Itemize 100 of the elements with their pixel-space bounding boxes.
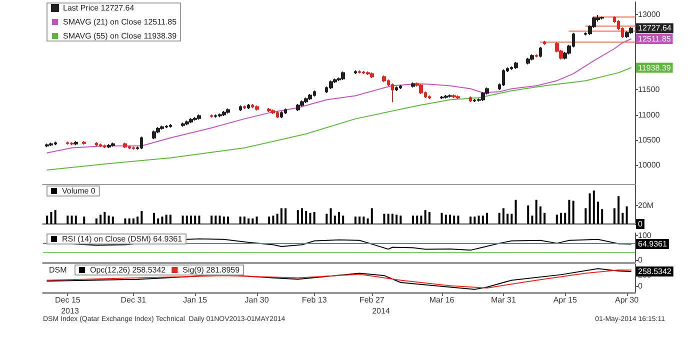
bar: [74, 216, 77, 224]
text: 12727.64: [638, 24, 672, 33]
bar: [592, 190, 595, 224]
candlestick: [411, 82, 415, 88]
candlestick: [543, 40, 546, 46]
candlestick: [481, 91, 485, 102]
data-label: 64.9361: [638, 240, 668, 249]
x-tick-label: Jan 15: [183, 296, 208, 304]
bar: [100, 214, 102, 224]
bar: [210, 216, 213, 224]
bar: [124, 218, 126, 224]
bar: [330, 208, 332, 224]
candlestick: [428, 95, 431, 100]
bar: [284, 208, 287, 224]
bar: [400, 216, 402, 224]
x-tick-label: Feb 13: [302, 296, 328, 304]
bar: [387, 214, 390, 224]
x-tick-label: Dec 31: [120, 296, 147, 304]
bar: [132, 218, 134, 224]
candlestick: [448, 94, 452, 98]
bar: [391, 214, 394, 224]
bar: [112, 216, 114, 224]
candlestick: [189, 118, 193, 124]
bar: [50, 212, 52, 224]
x-tick-label: Dec 15: [54, 296, 81, 304]
bar: [383, 214, 386, 224]
candlestick: [300, 100, 304, 108]
candlestick: [111, 142, 115, 148]
candlestick: [284, 108, 287, 115]
bar: [305, 211, 308, 224]
bar: [227, 216, 229, 224]
bar: [502, 208, 504, 224]
y-tick-label: 10500: [638, 135, 661, 144]
candlestick: [444, 94, 448, 100]
y-tick-label: 13000: [638, 10, 661, 20]
x-tick-label: Feb 27: [359, 296, 385, 304]
bar: [70, 216, 73, 224]
text: 2014: [372, 306, 390, 316]
bar: [440, 212, 443, 224]
candlestick: [243, 105, 246, 110]
bar: [342, 216, 344, 224]
bar: [535, 200, 538, 224]
candlestick: [45, 143, 49, 148]
bar: [140, 211, 143, 224]
y-tick-label: 0: [638, 282, 643, 291]
bar: [544, 212, 546, 224]
bar: [531, 216, 534, 224]
candlestick: [222, 110, 226, 117]
bar: [424, 210, 426, 224]
candlestick: [95, 142, 98, 147]
bar: [560, 212, 562, 224]
candlestick: [366, 70, 370, 76]
candlestick: [625, 30, 629, 38]
candlestick: [539, 46, 542, 58]
candlestick: [181, 122, 185, 128]
bar: [556, 214, 558, 224]
bar: [457, 216, 460, 224]
candlestick: [600, 16, 604, 20]
bar: [613, 208, 616, 224]
x-tick-label: Jan 30: [244, 296, 270, 304]
bar: [626, 206, 628, 224]
bar: [136, 216, 139, 224]
bar: [169, 214, 172, 224]
candlestick: [440, 96, 444, 100]
y-tick-label: 0: [638, 220, 643, 228]
legend-label: SMAVG (21) on Close 12511.85: [63, 18, 178, 26]
candlestick: [469, 96, 472, 103]
candlestick: [280, 111, 283, 119]
text: 2013: [61, 306, 80, 316]
candlestick: [107, 144, 111, 149]
candlestick: [82, 140, 86, 146]
data-label: 258.5342: [638, 266, 672, 276]
bar: [366, 218, 369, 224]
bar: [153, 212, 155, 224]
candlestick: [123, 142, 127, 149]
y-tick-label: 11000: [638, 110, 660, 120]
candlestick: [502, 68, 505, 86]
legend-label: RSI (14) on Close (DSM) 64.9361: [62, 234, 183, 244]
bar: [198, 216, 200, 224]
line-series: [46, 38, 632, 154]
bar: [95, 218, 98, 224]
candlestick: [296, 104, 300, 112]
bar: [370, 208, 373, 224]
bar: [334, 216, 336, 224]
bar: [222, 216, 225, 224]
bar: [412, 216, 414, 224]
bar: [498, 212, 500, 224]
bar: [618, 196, 620, 224]
bar: [428, 212, 430, 224]
y-tick-label: 100: [638, 230, 652, 240]
legend-label: Sig(9) 281.8959: [182, 266, 240, 274]
candlestick: [535, 54, 538, 58]
legend-label: Last Price 12727.64: [63, 4, 135, 12]
bar: [252, 218, 254, 224]
legend-label: SMAVG (55) on Close 11938.39: [63, 32, 178, 40]
legend-title: DSM: [49, 266, 68, 274]
bar: [313, 212, 316, 224]
candlestick: [370, 72, 374, 78]
bar: [354, 216, 356, 224]
bar: [54, 210, 56, 224]
